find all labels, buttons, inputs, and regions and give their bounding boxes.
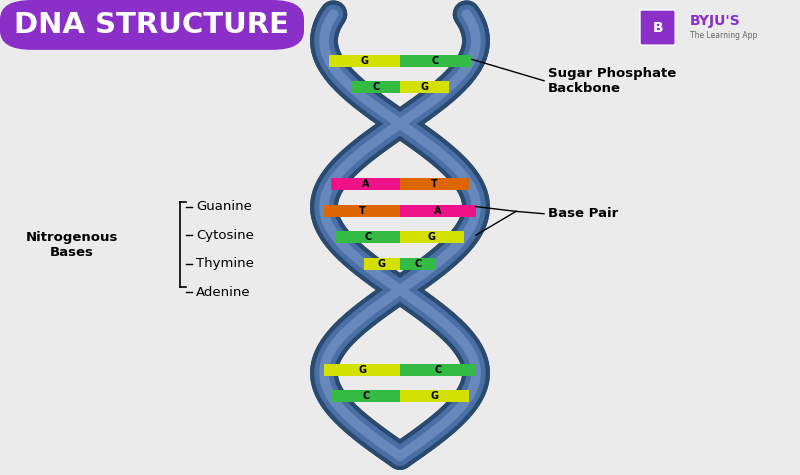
FancyBboxPatch shape <box>400 258 436 270</box>
FancyBboxPatch shape <box>331 179 400 190</box>
FancyBboxPatch shape <box>640 10 675 45</box>
FancyBboxPatch shape <box>324 205 400 217</box>
FancyBboxPatch shape <box>364 258 400 270</box>
FancyBboxPatch shape <box>400 364 476 376</box>
FancyBboxPatch shape <box>330 55 400 66</box>
Text: Cytosine: Cytosine <box>196 228 254 242</box>
Text: C: C <box>434 365 442 375</box>
FancyBboxPatch shape <box>400 179 469 190</box>
Text: A: A <box>362 180 369 190</box>
Text: The Learning App: The Learning App <box>690 31 757 40</box>
FancyBboxPatch shape <box>330 55 400 66</box>
Text: C: C <box>414 259 422 269</box>
FancyBboxPatch shape <box>336 231 400 243</box>
FancyBboxPatch shape <box>400 81 449 93</box>
Text: C: C <box>362 391 370 401</box>
Text: Sugar Phosphate
Backbone: Sugar Phosphate Backbone <box>548 67 676 95</box>
Text: G: G <box>361 56 369 66</box>
Text: DNA STRUCTURE: DNA STRUCTURE <box>14 11 289 38</box>
Text: C: C <box>372 82 379 92</box>
Text: Guanine: Guanine <box>196 200 252 213</box>
Text: BYJU'S: BYJU'S <box>690 14 740 28</box>
Text: C: C <box>432 56 439 66</box>
FancyBboxPatch shape <box>351 81 400 93</box>
Text: Thymine: Thymine <box>196 257 254 270</box>
Text: T: T <box>358 206 366 216</box>
Text: G: G <box>430 391 438 401</box>
Text: G: G <box>378 259 386 269</box>
Text: T: T <box>431 180 438 190</box>
Text: C: C <box>365 232 372 242</box>
Text: C: C <box>434 365 442 375</box>
Text: C: C <box>362 391 370 401</box>
FancyBboxPatch shape <box>331 390 400 402</box>
FancyBboxPatch shape <box>400 390 469 402</box>
FancyBboxPatch shape <box>400 231 464 243</box>
FancyBboxPatch shape <box>364 258 400 270</box>
Text: G: G <box>428 232 436 242</box>
Text: T: T <box>358 206 366 216</box>
FancyBboxPatch shape <box>0 0 304 50</box>
FancyBboxPatch shape <box>351 81 400 93</box>
FancyBboxPatch shape <box>400 205 476 217</box>
FancyBboxPatch shape <box>324 364 400 376</box>
Text: Adenine: Adenine <box>196 285 250 299</box>
Text: A: A <box>434 206 442 216</box>
Text: C: C <box>372 82 379 92</box>
Text: G: G <box>358 365 366 375</box>
FancyBboxPatch shape <box>400 205 476 217</box>
Text: B: B <box>652 20 663 35</box>
Text: Nitrogenous
Bases: Nitrogenous Bases <box>26 231 118 258</box>
Text: G: G <box>358 365 366 375</box>
FancyBboxPatch shape <box>400 179 469 190</box>
FancyBboxPatch shape <box>400 231 464 243</box>
Text: G: G <box>420 82 428 92</box>
Text: C: C <box>414 259 422 269</box>
Text: G: G <box>361 56 369 66</box>
FancyBboxPatch shape <box>400 258 436 270</box>
FancyBboxPatch shape <box>400 390 469 402</box>
Text: T: T <box>431 180 438 190</box>
FancyBboxPatch shape <box>331 179 400 190</box>
Text: A: A <box>434 206 442 216</box>
FancyBboxPatch shape <box>400 81 449 93</box>
Text: G: G <box>420 82 428 92</box>
FancyBboxPatch shape <box>400 364 476 376</box>
Text: G: G <box>428 232 436 242</box>
Text: Base Pair: Base Pair <box>548 207 618 220</box>
FancyBboxPatch shape <box>324 364 400 376</box>
FancyBboxPatch shape <box>336 231 400 243</box>
FancyBboxPatch shape <box>324 205 400 217</box>
FancyBboxPatch shape <box>331 390 400 402</box>
Text: A: A <box>362 180 369 190</box>
Text: C: C <box>432 56 439 66</box>
FancyBboxPatch shape <box>400 55 470 66</box>
FancyBboxPatch shape <box>400 55 470 66</box>
Text: G: G <box>378 259 386 269</box>
Text: G: G <box>430 391 438 401</box>
Text: C: C <box>365 232 372 242</box>
